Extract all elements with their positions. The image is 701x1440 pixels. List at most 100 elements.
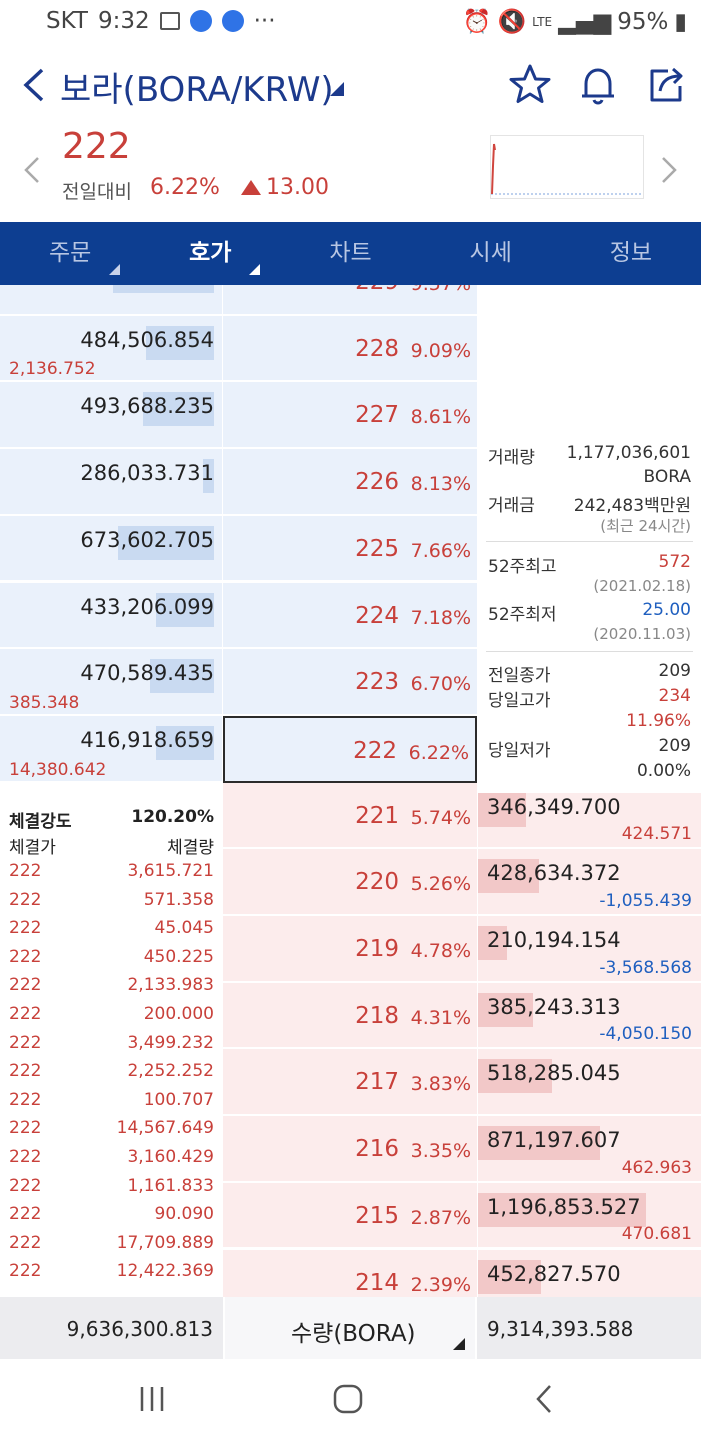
trade-row: 222 3,160.429 xyxy=(0,1147,222,1175)
ask-depth-bar xyxy=(150,659,214,694)
ask-price-cell[interactable]: 224 7.18% xyxy=(223,582,477,650)
trade-price: 222 xyxy=(9,1147,42,1167)
trade-qty: 571.358 xyxy=(143,889,214,910)
ask-price-cell[interactable]: 225 7.66% xyxy=(223,515,477,583)
bid-price: 220 xyxy=(355,869,399,896)
trade-row: 222 3,499.232 xyxy=(0,1033,222,1061)
bid-volume-cell[interactable]: 518,285.045 xyxy=(478,1049,701,1117)
share-button[interactable] xyxy=(638,58,692,112)
bid-volume-cell[interactable]: 452,827.570 xyxy=(478,1249,701,1297)
ask-price-cell[interactable]: 226 8.13% xyxy=(223,449,477,516)
tab-bar: 주문 호가 차트 시세 정보 xyxy=(0,222,701,285)
home-button[interactable] xyxy=(323,1379,373,1419)
bid-price-cell[interactable]: 216 3.35% xyxy=(223,1116,477,1183)
ask-change: 2,136.752 xyxy=(9,359,96,380)
tab-chart[interactable]: 차트 xyxy=(280,222,420,285)
tab-orderbook[interactable]: 호가 xyxy=(140,222,280,285)
next-coin-button[interactable] xyxy=(653,150,683,190)
price-summary: 222 전일대비 6.22% 13.00 xyxy=(0,122,701,222)
ask-volume-cell[interactable]: 493,688.235 xyxy=(0,382,222,450)
bid-volume: 210,194.154 xyxy=(487,928,621,952)
home-icon xyxy=(333,1384,363,1414)
chevron-right-icon xyxy=(662,157,677,183)
ask-rate: 8.61% xyxy=(410,406,471,429)
low52-value: 25.00 xyxy=(642,600,691,620)
ask-change: 14,380.642 xyxy=(9,759,107,780)
ask-volume: 470,589.435 xyxy=(80,661,214,686)
ask-price: 227 xyxy=(355,402,399,429)
amount-label: 거래금 xyxy=(488,496,535,516)
ask-volume: 416,918.659 xyxy=(80,727,214,752)
bid-volume-cell[interactable]: 871,197.607 462.963 xyxy=(478,1116,701,1183)
ask-price: 223 xyxy=(355,669,399,696)
recent-apps-button[interactable] xyxy=(127,1379,177,1419)
ask-price: 229 xyxy=(355,285,399,295)
trade-price: 222 xyxy=(9,889,42,910)
ask-volume-cell[interactable]: 701,317.045 xyxy=(0,285,222,316)
bid-price: 219 xyxy=(355,936,399,962)
trade-qty: 2,133.983 xyxy=(127,975,214,996)
ask-volume-cell[interactable]: 286,033.731 xyxy=(0,449,222,516)
trade-qty: 2,252.252 xyxy=(127,1061,214,1082)
back-button[interactable] xyxy=(14,60,54,110)
system-back-button[interactable] xyxy=(520,1379,570,1419)
bid-price-cell[interactable]: 219 4.78% xyxy=(223,916,477,983)
bid-price: 221 xyxy=(355,802,399,829)
ask-volume-cell[interactable]: 673,602.705 xyxy=(0,515,222,583)
day-high-label: 당일고가 xyxy=(488,691,551,711)
ask-price-cell[interactable]: 229 9.57% xyxy=(223,285,477,316)
share-icon xyxy=(650,67,683,102)
bid-rate: 5.74% xyxy=(410,806,471,829)
unit-selector[interactable]: 수량(BORA) xyxy=(223,1297,477,1359)
ask-price-cell[interactable]: 228 9.09% xyxy=(223,315,477,383)
bid-volume-cell[interactable]: 346,349.700 424.571 xyxy=(478,782,701,850)
bid-change: 470.681 xyxy=(621,1224,692,1245)
more-notifications-icon: ··· xyxy=(253,8,276,34)
current-price-cell[interactable]: 222 6.22% xyxy=(223,715,477,783)
tab-info[interactable]: 정보 xyxy=(561,222,701,285)
mini-chart[interactable] xyxy=(490,135,644,199)
ask-volume-cell[interactable]: 433,206.099 xyxy=(0,582,222,650)
alert-button[interactable] xyxy=(571,58,625,112)
tab-market-label: 시세 xyxy=(469,240,512,266)
ask-price-cell[interactable]: 223 6.70% xyxy=(223,649,477,716)
tab-order[interactable]: 주문 xyxy=(0,222,140,285)
ask-volume-cell[interactable]: 484,506.854 2,136.752 xyxy=(0,315,222,383)
system-nav-bar xyxy=(0,1359,701,1440)
ask-volume-cell[interactable]: 470,589.435 385.348 xyxy=(0,649,222,716)
bid-price-cell[interactable]: 214 2.39% xyxy=(223,1249,477,1297)
bid-change: -4,050.150 xyxy=(599,1024,692,1045)
ask-depth-bar xyxy=(156,592,214,627)
bid-price-cell[interactable]: 220 5.26% xyxy=(223,849,477,916)
trade-price: 222 xyxy=(9,1261,42,1282)
back-icon xyxy=(536,1385,551,1413)
ask-price-cell[interactable]: 227 8.61% xyxy=(223,382,477,450)
ask-depth-bar xyxy=(113,285,214,293)
volume-label: 거래량 xyxy=(488,448,535,468)
bid-volume-cell[interactable]: 1,196,853.527 470.681 xyxy=(478,1182,701,1250)
trade-qty: 450.225 xyxy=(143,946,214,967)
up-triangle-icon xyxy=(241,180,261,195)
tab-order-label: 주문 xyxy=(48,240,92,266)
bid-volume-cell[interactable]: 385,243.313 -4,050.150 xyxy=(478,982,701,1050)
bid-volume-cell[interactable]: 210,194.154 -3,568.568 xyxy=(478,916,701,983)
bid-volume-cell[interactable]: 428,634.372 -1,055.439 xyxy=(478,849,701,916)
bid-price-cell[interactable]: 218 4.31% xyxy=(223,982,477,1050)
bid-rate: 4.78% xyxy=(410,940,471,962)
prev-close-value: 209 xyxy=(658,661,691,681)
bid-price-cell[interactable]: 221 5.74% xyxy=(223,782,477,850)
coin-title[interactable]: 보라(BORA/KRW) xyxy=(60,70,334,110)
totals-bar: 9,636,300.813 수량(BORA) 9,314,393.588 xyxy=(0,1297,701,1359)
favorite-button[interactable] xyxy=(503,58,557,112)
trade-history[interactable]: 체결강도 120.20% 체결가 체결량 222 3,615.721 222 571.… xyxy=(0,793,222,1297)
bid-price-cell[interactable]: 215 2.87% xyxy=(223,1182,477,1250)
tab-market[interactable]: 시세 xyxy=(421,222,561,285)
ask-volume-cell[interactable]: 416,918.659 14,380.642 xyxy=(0,715,222,783)
change-rate: 6.22% xyxy=(150,175,220,200)
bid-price: 214 xyxy=(355,1269,399,1296)
prev-coin-button[interactable] xyxy=(18,150,48,190)
caret-down-icon[interactable] xyxy=(330,82,344,96)
trade-price: 222 xyxy=(9,918,42,939)
bid-price-cell[interactable]: 217 3.83% xyxy=(223,1049,477,1117)
trade-price: 222 xyxy=(9,1061,42,1082)
